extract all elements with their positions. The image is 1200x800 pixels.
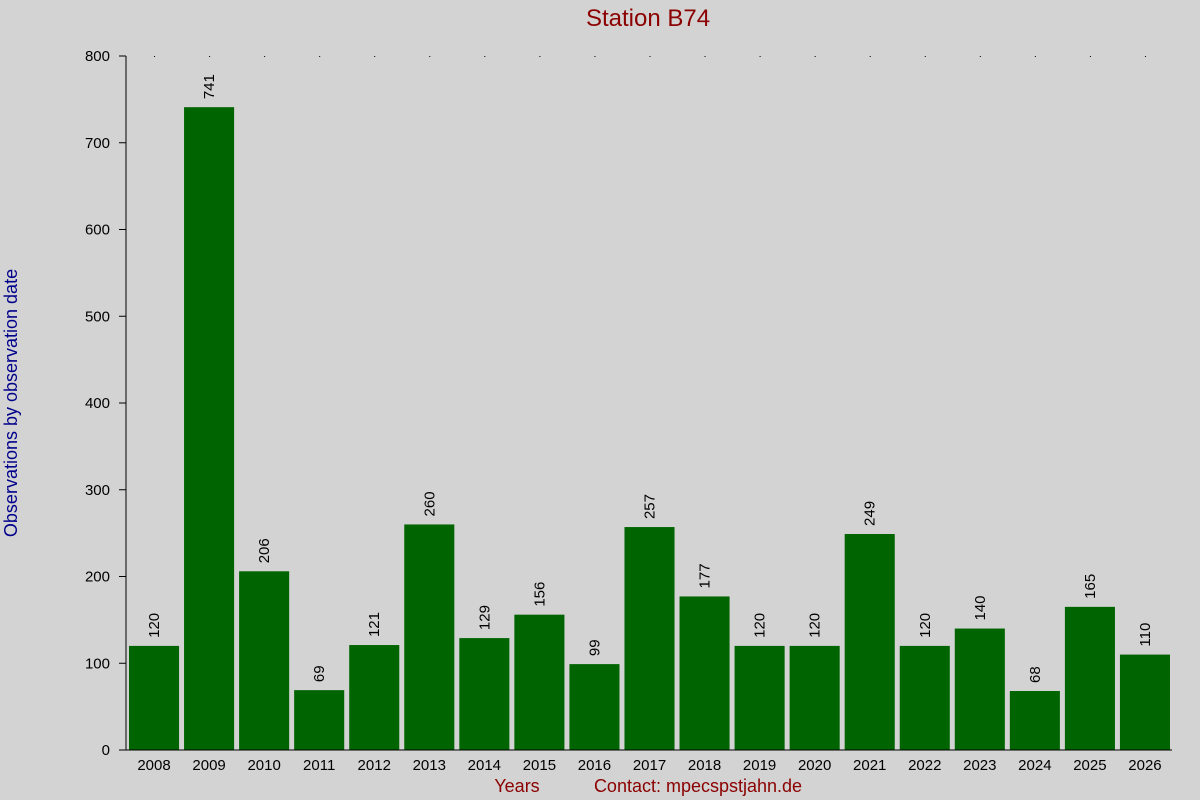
x-tick-label-2010: 2010	[247, 757, 280, 774]
bar-2013	[404, 524, 455, 750]
y-tick-label-600: 600	[85, 222, 110, 239]
bar-2011	[294, 690, 345, 750]
bar-2016	[569, 664, 620, 750]
data-label-2024: 68	[1027, 666, 1044, 683]
data-label-2010: 206	[256, 538, 273, 563]
contact-label: Contact: mpecspstjahn.de	[594, 776, 802, 796]
x-tick-label-2008: 2008	[137, 757, 170, 774]
top-dot-2011	[319, 56, 321, 57]
bar-2023	[954, 628, 1005, 750]
x-tick-label-2025: 2025	[1073, 757, 1106, 774]
top-dot-2014	[484, 56, 486, 57]
data-label-2016: 99	[586, 639, 603, 656]
data-label-2017: 257	[642, 494, 659, 519]
data-label-2021: 249	[862, 501, 879, 526]
top-dot-2023	[979, 56, 981, 57]
data-label-2025: 165	[1082, 574, 1099, 599]
top-dot-2013	[429, 56, 431, 57]
x-tick-label-2019: 2019	[743, 757, 776, 774]
bar-2026	[1119, 654, 1170, 750]
data-label-2015: 156	[531, 582, 548, 607]
data-label-2014: 129	[476, 605, 493, 630]
x-tick-label-2023: 2023	[963, 757, 996, 774]
top-dot-2015	[539, 56, 541, 57]
top-dot-2012	[374, 56, 376, 57]
top-dot-2021	[869, 56, 871, 57]
top-dot-2024	[1034, 56, 1036, 57]
x-tick-label-2018: 2018	[688, 757, 721, 774]
bar-2014	[459, 638, 510, 750]
y-tick-label-0: 0	[102, 742, 110, 759]
bar-2021	[844, 533, 895, 750]
top-dot-2025	[1089, 56, 1091, 57]
data-label-2008: 120	[146, 613, 163, 638]
bar-2024	[1009, 691, 1060, 750]
x-tick-label-2020: 2020	[798, 757, 831, 774]
x-tick-label-2021: 2021	[853, 757, 886, 774]
data-label-2011: 69	[311, 665, 328, 682]
data-label-2023: 140	[972, 596, 989, 621]
top-dot-2026	[1144, 56, 1146, 57]
top-dot-2018	[704, 56, 706, 57]
x-tick-label-2016: 2016	[578, 757, 611, 774]
data-label-2012: 121	[366, 612, 383, 637]
x-tick-label-2014: 2014	[468, 757, 501, 774]
y-tick-label-300: 300	[85, 482, 110, 499]
bar-2019	[734, 645, 785, 750]
x-tick-label-2011: 2011	[303, 757, 335, 774]
data-label-2009: 741	[201, 74, 218, 99]
data-label-2026: 110	[1137, 623, 1154, 647]
bar-2017	[624, 527, 675, 750]
x-tick-label-2017: 2017	[633, 757, 666, 774]
x-axis-label: Years	[494, 776, 539, 796]
y-tick-label-500: 500	[85, 308, 110, 325]
bar-2010	[239, 571, 290, 750]
top-dot-2020	[814, 56, 816, 57]
y-tick-label-400: 400	[85, 395, 110, 412]
bar-2008	[129, 645, 180, 750]
y-axis-label: Observations by observation date	[1, 269, 21, 537]
y-tick-label-200: 200	[85, 569, 110, 586]
data-label-2013: 260	[421, 491, 438, 516]
top-dot-2017	[649, 56, 651, 57]
bar-2012	[349, 645, 400, 750]
x-tick-label-2012: 2012	[358, 757, 391, 774]
x-tick-label-2024: 2024	[1018, 757, 1051, 774]
x-tick-label-2026: 2026	[1128, 757, 1161, 774]
top-dot-2009	[209, 56, 211, 57]
axes-group: 2008 2009 2010 2011 2012 2013 2014 2015 2016 2017…	[85, 48, 1172, 774]
bars-group: 120 741 206 69 121 260 129 156 99 257 177 120 120 249…	[129, 74, 1170, 751]
chart-title: Station B74	[586, 5, 710, 32]
x-tick-label-2009: 2009	[192, 757, 225, 774]
data-label-2019: 120	[752, 613, 769, 638]
top-dot-2010	[264, 56, 266, 57]
top-dot-2008	[154, 56, 156, 57]
y-tick-label-700: 700	[85, 135, 110, 152]
y-tick-label-100: 100	[85, 655, 110, 672]
top-dot-2022	[924, 56, 926, 57]
x-tick-label-2022: 2022	[908, 757, 941, 774]
data-label-2022: 120	[917, 613, 934, 638]
bar-2022	[899, 645, 950, 750]
top-dot-2016	[594, 56, 596, 57]
data-label-2020: 120	[807, 613, 824, 638]
bar-2009	[184, 107, 235, 751]
top-dot-2019	[759, 56, 761, 57]
x-tick-label-2015: 2015	[523, 757, 556, 774]
bar-2015	[514, 614, 565, 750]
data-label-2018: 177	[697, 563, 714, 588]
bar-2018	[679, 596, 730, 750]
y-tick-label-800: 800	[85, 48, 110, 65]
x-tick-label-2013: 2013	[413, 757, 446, 774]
bar-2020	[789, 645, 840, 750]
bar-2025	[1064, 606, 1115, 750]
